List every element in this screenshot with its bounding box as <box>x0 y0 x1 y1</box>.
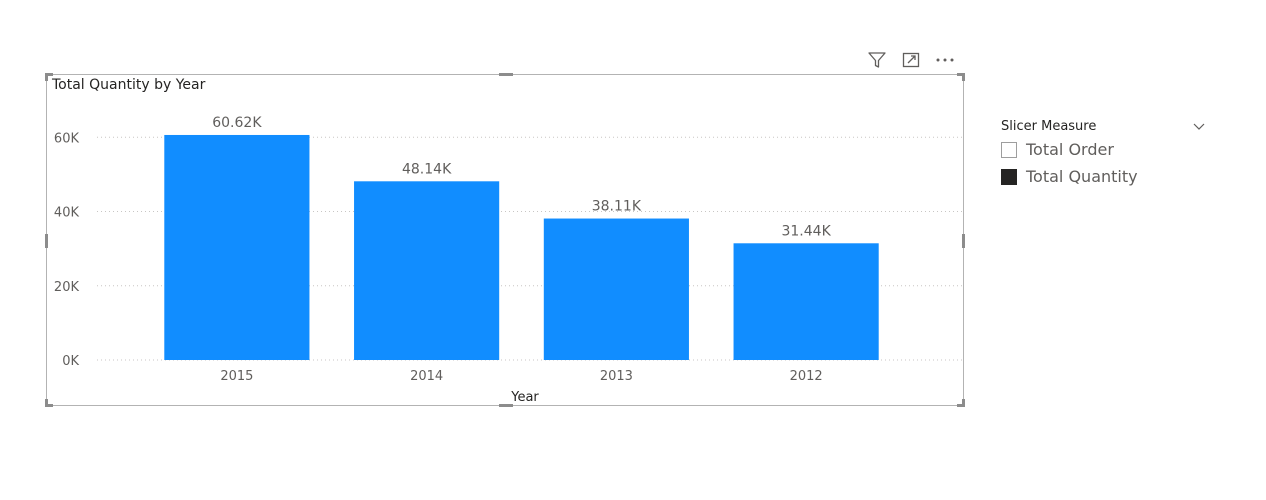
slicer-item-total-order[interactable]: Total Order <box>1001 136 1211 163</box>
y-tick-label: 0K <box>62 354 79 369</box>
chevron-down-icon <box>1193 123 1205 130</box>
bar-2014[interactable] <box>354 181 500 360</box>
resize-handle-bottom-right[interactable] <box>957 404 965 407</box>
x-tick-label: 2013 <box>600 369 633 384</box>
resize-handle-bottom-right-v[interactable] <box>962 399 965 407</box>
x-tick-label: 2012 <box>790 369 823 384</box>
data-label: 60.62K <box>212 115 262 131</box>
slicer-measure: Slicer Measure Total Order Total Quantit… <box>1001 116 1211 190</box>
filter-button[interactable] <box>866 49 888 71</box>
resize-handle-bottom-left[interactable] <box>45 404 53 407</box>
checkbox-total-quantity[interactable] <box>1001 168 1017 185</box>
bar-2015[interactable] <box>164 134 310 360</box>
more-options-button[interactable] <box>934 49 956 71</box>
resize-handle-top-right-v[interactable] <box>962 73 965 81</box>
checkbox-total-order[interactable] <box>1001 141 1017 158</box>
slicer-title: Slicer Measure <box>1001 118 1097 134</box>
resize-handle-left[interactable] <box>45 234 48 248</box>
data-label: 31.44K <box>781 223 831 239</box>
slicer-item-label: Total Order <box>1026 140 1114 159</box>
data-label: 48.14K <box>402 161 452 177</box>
x-tick-label: 2015 <box>220 369 253 384</box>
slicer-dropdown-button[interactable] <box>1191 118 1207 134</box>
x-tick-label: 2014 <box>410 369 443 384</box>
bar-2013[interactable] <box>543 218 689 360</box>
bar-chart[interactable]: 0K 20K 40K 60K 60.62K 2015 48.14K 2014 38.11K 201… <box>47 75 965 407</box>
slicer-item-label: Total Quantity <box>1026 167 1138 186</box>
y-tick-label: 60K <box>54 131 80 146</box>
resize-handle-top-left-v[interactable] <box>45 73 48 81</box>
x-axis-title: Year <box>510 390 539 405</box>
slicer-item-total-quantity[interactable]: Total Quantity <box>1001 163 1211 190</box>
chart-title: Total Quantity by Year <box>52 77 206 93</box>
focus-mode-button[interactable] <box>900 49 922 71</box>
resize-handle-top[interactable] <box>499 73 513 76</box>
visual-header <box>866 48 966 72</box>
resize-handle-top-left[interactable] <box>45 73 53 76</box>
y-tick-label: 40K <box>54 206 80 221</box>
more-options-icon <box>936 58 954 62</box>
focus-mode-icon <box>902 52 920 68</box>
data-label: 38.11K <box>592 199 642 215</box>
resize-handle-bottom[interactable] <box>499 404 513 407</box>
chart-visual[interactable]: Total Quantity by Year 0K 20K 40K 60K 60.62K… <box>45 73 965 407</box>
resize-handle-bottom-left-v[interactable] <box>45 399 48 407</box>
bar-2012[interactable] <box>733 243 879 360</box>
resize-handle-top-right[interactable] <box>957 73 965 76</box>
filter-icon <box>868 52 886 68</box>
y-tick-label: 20K <box>54 280 80 295</box>
slicer-header: Slicer Measure <box>1001 116 1211 136</box>
resize-handle-right[interactable] <box>962 234 965 248</box>
